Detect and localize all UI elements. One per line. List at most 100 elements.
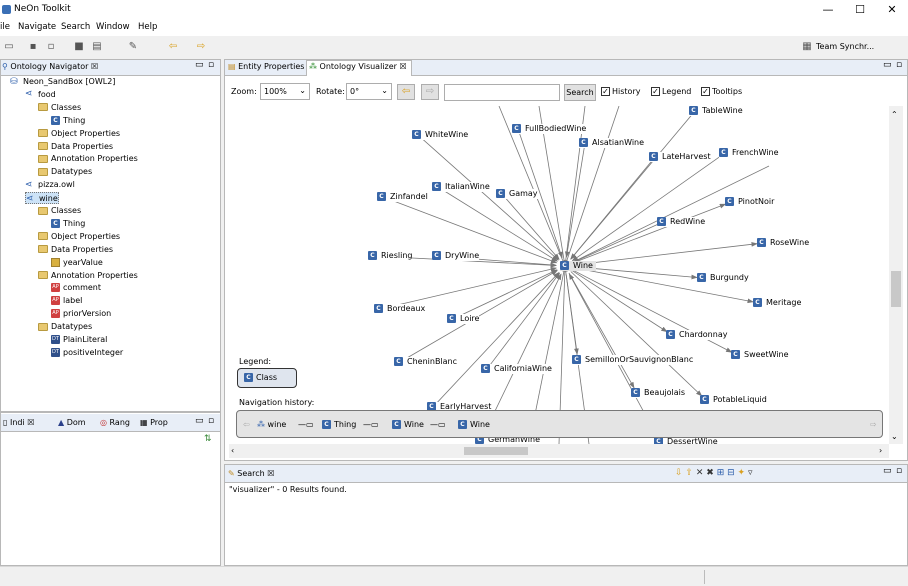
minimize-view-icon[interactable]: ▭ [883, 466, 892, 476]
maximize-view-icon[interactable]: ▫ [896, 60, 903, 70]
graph-node-gamay[interactable]: C Gamay [496, 189, 538, 199]
horizontal-scroll-thumb[interactable] [464, 447, 528, 455]
sync-icon[interactable]: ⇅ [204, 434, 212, 444]
stop-icon[interactable]: ■ [74, 41, 84, 52]
nav-history-item-wine-ontology[interactable]: ⁂ wine [257, 420, 286, 429]
nav-history-item-thing[interactable]: C Thing [322, 420, 356, 429]
tree-item[interactable]: ⋖ wine [25, 192, 59, 205]
maximize-button[interactable]: ☐ [855, 3, 865, 16]
tab-ontology-navigator[interactable]: ⚲ Ontology Navigator ☒ [2, 62, 98, 71]
remove-all-icon[interactable]: ✖ [706, 468, 714, 478]
tab-range[interactable]: ◎ Rang [100, 418, 130, 427]
tab-domain[interactable]: ▲ Dom [58, 418, 86, 427]
horizontal-scrollbar[interactable] [229, 444, 889, 458]
tree-item[interactable]: yearValue [51, 257, 103, 269]
tree-item[interactable]: Datatypes [38, 321, 92, 333]
close-icon[interactable]: ☒ [399, 62, 407, 71]
graph-node-rosewine[interactable]: C RoseWine [757, 238, 810, 248]
history-checkbox[interactable]: ✓ History [601, 87, 640, 96]
tree-item[interactable]: DT PlainLiteral [51, 334, 107, 346]
nav-left-arrow-icon[interactable]: ⇦ [243, 420, 250, 429]
scroll-down-icon[interactable]: ⌄ [891, 432, 898, 441]
menu-navigate[interactable]: Navigate [18, 22, 57, 32]
tree-item[interactable]: AP label [51, 295, 82, 307]
tree-item[interactable]: Object Properties [38, 231, 120, 243]
search-button[interactable]: Search [564, 84, 596, 101]
close-icon[interactable]: ☒ [267, 469, 275, 478]
save-icon[interactable]: ▪ [29, 41, 37, 52]
tree-item[interactable]: Classes [38, 102, 81, 114]
print-icon[interactable]: ▤ [92, 41, 102, 52]
tree-item[interactable]: C Thing [51, 115, 85, 127]
tree-item[interactable]: Datatypes [38, 166, 92, 178]
graph-center-node[interactable]: C Wine [560, 261, 596, 271]
maximize-view-icon[interactable]: ▫ [208, 416, 215, 426]
maximize-view-icon[interactable]: ▫ [896, 466, 903, 476]
graph-node-whitewine[interactable]: C WhiteWine [412, 130, 469, 140]
tree-item[interactable]: Object Properties [38, 128, 120, 140]
expand-icon[interactable]: ⊞ [716, 468, 725, 478]
graph-node-fullbodiedwine[interactable]: C FullBodiedWine [512, 124, 587, 134]
tab-search[interactable]: ✎ Search ☒ [228, 469, 274, 478]
filter-icon[interactable]: ✦ [737, 468, 746, 478]
maximize-view-icon[interactable]: ▫ [208, 60, 215, 70]
tree-item[interactable]: Classes [38, 205, 81, 217]
tree-item[interactable]: ⋖ pizza.owl [25, 179, 75, 191]
minimize-view-icon[interactable]: ▭ [195, 60, 204, 70]
graph-node-frenchwine[interactable]: C FrenchWine [719, 148, 779, 158]
graph-node-lateharvest[interactable]: C LateHarvest [649, 152, 711, 162]
save-all-icon[interactable]: ▫ [47, 41, 55, 52]
history-back-button[interactable]: ⇦ [397, 84, 415, 100]
tab-ontology-visualizer[interactable]: ⁂ Ontology Visualizer ☒ [309, 62, 407, 71]
graph-canvas[interactable]: C WhiteWine C FullBodiedWine C AlsatianWine C L… [229, 106, 889, 444]
new-icon[interactable]: ▭ [4, 41, 14, 52]
up-arrow-icon[interactable]: ⇧ [685, 468, 693, 478]
graph-node-chardonnay[interactable]: C Chardonnay [666, 330, 728, 340]
tree-item[interactable]: Data Properties [38, 244, 113, 256]
tree-item[interactable]: AP priorVersion [51, 308, 111, 320]
graph-node-zinfandel[interactable]: C Zinfandel [377, 192, 428, 202]
scroll-up-icon[interactable]: ⌃ [891, 110, 898, 119]
remove-icon[interactable]: ✕ [695, 468, 704, 478]
vertical-scroll-thumb[interactable] [891, 271, 901, 307]
graph-node-semillonorsauvignonblanc[interactable]: C SemillonOrSauvignonBlanc [572, 355, 694, 365]
tab-entity-properties[interactable]: ▤ Entity Properties [228, 62, 304, 71]
graph-node-italianwine[interactable]: C ItalianWine [432, 182, 490, 192]
tab-properties[interactable]: ▦ Prop [140, 418, 168, 427]
down-arrow-icon[interactable]: ⇩ [675, 468, 683, 478]
graph-node-burgundy[interactable]: C Burgundy [697, 273, 749, 283]
minimize-view-icon[interactable]: ▭ [195, 416, 204, 426]
minimize-view-icon[interactable]: ▭ [883, 60, 892, 70]
graph-node-dessertwine[interactable]: C DessertWine [654, 437, 718, 444]
menu-icon[interactable]: ▿ [747, 468, 753, 478]
perspective-icon[interactable]: ▦ [802, 41, 812, 52]
graph-node-sweetwine[interactable]: C SweetWine [731, 350, 789, 360]
minimize-button[interactable]: — [822, 3, 834, 16]
menu-help[interactable]: Help [138, 22, 158, 32]
menu-search[interactable]: Search [61, 22, 91, 32]
scroll-right-icon[interactable]: › [879, 446, 883, 455]
tree-item[interactable]: AP comment [51, 282, 101, 294]
collapse-icon[interactable]: ⊟ [727, 468, 735, 478]
legend-checkbox[interactable]: ✓ Legend [651, 87, 691, 96]
graph-node-potableliquid[interactable]: C PotableLiquid [700, 395, 767, 405]
graph-node-riesling[interactable]: C Riesling [368, 251, 413, 261]
graph-node-tablewine[interactable]: C TableWine [689, 106, 743, 116]
scroll-left-icon[interactable]: ‹ [231, 446, 235, 455]
graph-node-bordeaux[interactable]: C Bordeaux [374, 304, 426, 314]
visualizer-search-input[interactable] [444, 84, 560, 101]
tree-item[interactable]: DT positiveInteger [51, 347, 123, 359]
tree-item[interactable]: ⛁ Neon_SandBox [OWL2] [10, 76, 115, 88]
tree-item[interactable]: Annotation Properties [38, 270, 138, 282]
graph-node-pinotnoir[interactable]: C PinotNoir [725, 197, 775, 207]
graph-node-beaujolais[interactable]: C Beaujolais [631, 388, 686, 398]
graph-node-alsatianwine[interactable]: C AlsatianWine [579, 138, 645, 148]
graph-node-germanwine[interactable]: C GermanWine [475, 435, 540, 444]
tree-item[interactable]: C Thing [51, 218, 85, 230]
history-forward-button[interactable]: ⇨ [421, 84, 439, 100]
menu-window[interactable]: Window [96, 22, 130, 32]
close-icon[interactable]: ☒ [90, 62, 99, 71]
tree-item[interactable]: ⋖ food [25, 89, 56, 101]
forward-icon[interactable]: ⇨ [196, 41, 206, 52]
tree-item[interactable]: Annotation Properties [38, 153, 138, 165]
